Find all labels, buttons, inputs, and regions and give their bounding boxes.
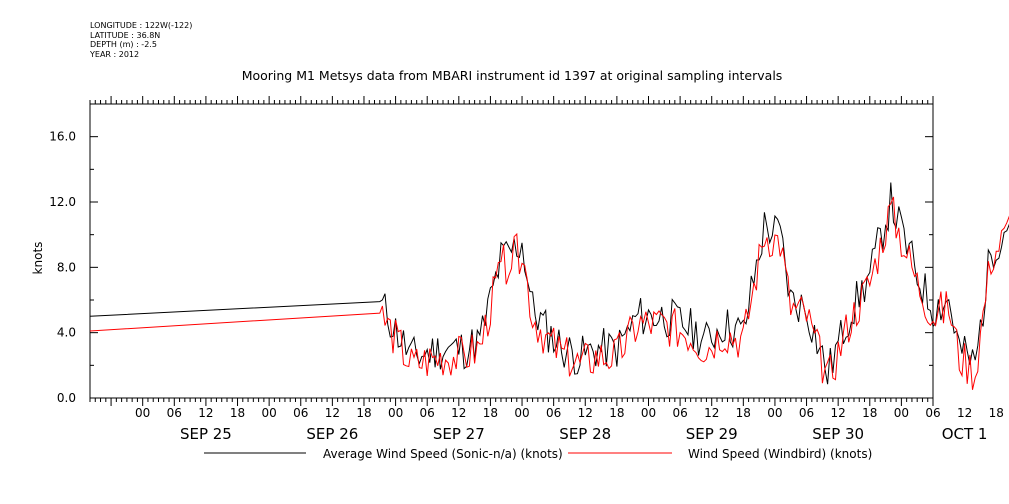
x-tick-label: 12	[578, 406, 593, 420]
y-tick-label: 0.0	[57, 391, 76, 405]
x-date-label: SEP 30	[812, 425, 864, 443]
depth-text: DEPTH (m) : -2.5	[90, 40, 157, 49]
x-tick-label: 12	[704, 406, 719, 420]
legend-label-average-wind: Average Wind Speed (Sonic-n/a) (knots)	[323, 447, 563, 461]
x-tick-label: 18	[356, 406, 371, 420]
legend[interactable]: Average Wind Speed (Sonic-n/a) (knots) W…	[204, 447, 872, 461]
x-tick-label: 18	[862, 406, 877, 420]
x-tick-label: 18	[230, 406, 245, 420]
x-tick-label: 00	[641, 406, 656, 420]
x-tick-label: 06	[799, 406, 814, 420]
latitude-text: LATITUDE : 36.8N	[90, 30, 161, 40]
x-date-label: SEP 25	[180, 425, 232, 443]
x-tick-label: 18	[483, 406, 498, 420]
x-tick-label: 06	[925, 406, 940, 420]
x-tick-label: 12	[325, 406, 340, 420]
y-tick-label: 8.0	[57, 260, 76, 274]
series-line-average-wind	[89, 182, 1009, 385]
metadata-block: LONGITUDE : 122W(-122) LATITUDE : 36.8N …	[90, 21, 192, 59]
x-tick-label: 06	[420, 406, 435, 420]
x-date-label: SEP 29	[686, 425, 738, 443]
x-tick-label: 18	[989, 406, 1004, 420]
x-tick-label: 18	[736, 406, 751, 420]
x-tick-label: 12	[957, 406, 972, 420]
x-tick-label: 12	[451, 406, 466, 420]
x-tick-label: 06	[546, 406, 561, 420]
x-tick-label: 00	[261, 406, 276, 420]
x-tick-label: 06	[672, 406, 687, 420]
y-tick-label: 16.0	[49, 130, 76, 144]
longitude-text: LONGITUDE : 122W(-122)	[90, 21, 193, 30]
year-text: YEAR : 2012	[90, 49, 140, 59]
x-tick-label: 00	[135, 406, 150, 420]
x-tick-label: 00	[388, 406, 403, 420]
series-layer	[89, 182, 1009, 390]
series-line-windbird	[89, 196, 1009, 390]
x-tick-label: 00	[514, 406, 529, 420]
legend-label-windbird: Wind Speed (Windbird) (knots)	[688, 447, 872, 461]
x-tick-label: 12	[831, 406, 846, 420]
x-tick-label: 00	[894, 406, 909, 420]
x-date-label: SEP 28	[559, 425, 611, 443]
chart-title: Mooring M1 Metsys data from MBARI instru…	[242, 68, 783, 83]
x-date-label: OCT 1	[942, 425, 988, 443]
x-tick-label: 06	[167, 406, 182, 420]
x-date-label: SEP 26	[306, 425, 358, 443]
x-tick-label: 06	[293, 406, 308, 420]
y-tick-label: 4.0	[57, 326, 76, 340]
y-axis-label: knots	[31, 242, 45, 275]
x-tick-label: 12	[198, 406, 213, 420]
y-tick-label: 12.0	[49, 195, 76, 209]
x-tick-label: 18	[609, 406, 624, 420]
x-date-label: SEP 27	[433, 425, 485, 443]
axes: 00 06 12 18 00 06 12 18 00 06 12 18 00 06 12 18 00 06 12 18…	[49, 96, 1004, 443]
x-tick-label: 00	[767, 406, 782, 420]
